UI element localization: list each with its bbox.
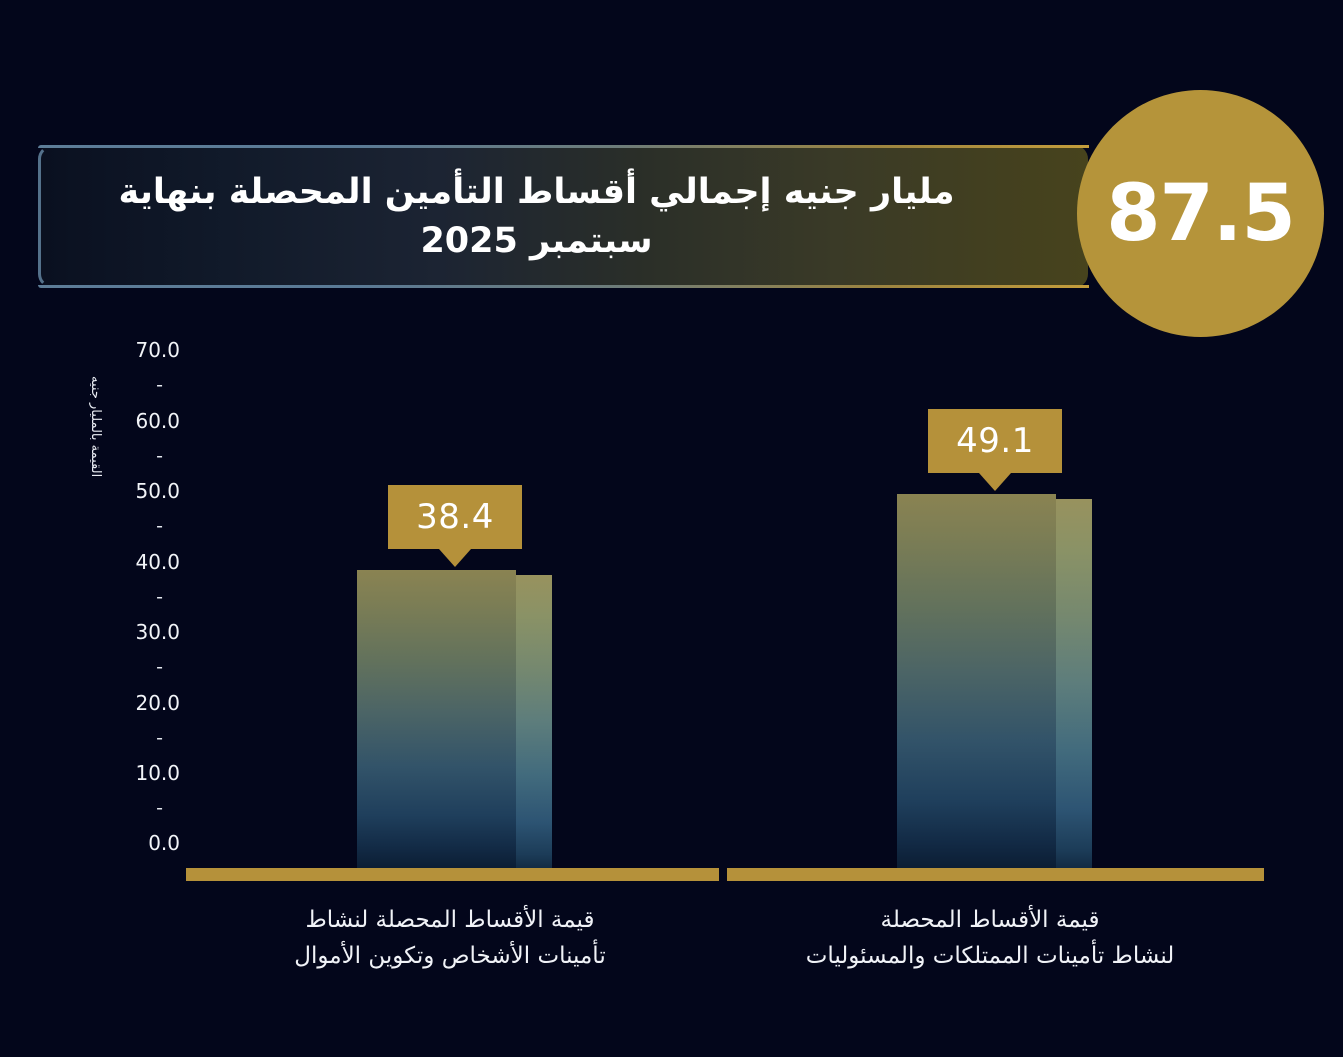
category-label-left-line-2: تأمينات الأشخاص وتكوين الأموال xyxy=(294,942,606,969)
y-axis-tick-labels: 70.0 - 60.0 - 50.0 - 40.0 - 30.0 - 20.0 … xyxy=(108,330,180,870)
y-tick-0: 0.0 xyxy=(148,831,180,855)
bar-right-face xyxy=(897,494,1056,869)
bar-right-value: 49.1 xyxy=(956,421,1034,461)
y-tick-minor-35: - xyxy=(156,586,163,608)
title-line-2: سبتمبر 2025 xyxy=(420,220,653,261)
y-tick-minor-55: - xyxy=(156,445,163,467)
y-tick-70: 70.0 xyxy=(135,338,180,362)
y-tick-40: 40.0 xyxy=(135,550,180,574)
bar-left-face xyxy=(357,570,516,869)
y-tick-minor-45: - xyxy=(156,515,163,537)
axis-baseline-right xyxy=(727,868,1264,881)
y-tick-30: 30.0 xyxy=(135,620,180,644)
category-label-right: قيمة الأقساط المحصلة لنشاط تأمينات الممت… xyxy=(740,903,1240,974)
y-tick-minor-5: - xyxy=(156,797,163,819)
bar-left-value: 38.4 xyxy=(416,497,494,537)
bar-right-value-callout: 49.1 xyxy=(928,409,1062,473)
bar-left xyxy=(357,570,552,869)
y-tick-60: 60.0 xyxy=(135,409,180,433)
y-tick-minor-25: - xyxy=(156,656,163,678)
bar-right-callout-pointer xyxy=(979,473,1011,491)
title-banner: مليار جنيه إجمالي أقساط التأمين المحصلة … xyxy=(38,145,1089,288)
y-axis-title: القيمة بالمليار جنيه xyxy=(88,376,103,478)
category-label-right-line-2: لنشاط تأمينات الممتلكات والمسئوليات xyxy=(805,942,1175,969)
bar-right-side-face xyxy=(1056,499,1092,869)
total-badge: 87.5 xyxy=(1077,90,1324,337)
y-tick-10: 10.0 xyxy=(135,761,180,785)
category-label-left: قيمة الأقساط المحصلة لنشاط تأمينات الأشخ… xyxy=(200,903,700,974)
title-line-1: مليار جنيه إجمالي أقساط التأمين المحصلة … xyxy=(118,172,955,213)
category-label-right-line-1: قيمة الأقساط المحصلة xyxy=(880,907,1100,933)
total-badge-value: 87.5 xyxy=(1106,168,1295,259)
bar-left-side-face xyxy=(516,575,552,869)
bar-left-value-callout: 38.4 xyxy=(388,485,522,549)
y-tick-50: 50.0 xyxy=(135,479,180,503)
y-tick-20: 20.0 xyxy=(135,691,180,715)
axis-baseline-left xyxy=(186,868,719,881)
bar-right xyxy=(897,494,1092,869)
page-title: مليار جنيه إجمالي أقساط التأمين المحصلة … xyxy=(41,148,1088,285)
y-tick-minor-65: - xyxy=(156,374,163,396)
bar-left-callout-pointer xyxy=(439,549,471,567)
category-label-left-line-1: قيمة الأقساط المحصلة لنشاط xyxy=(305,907,595,933)
y-tick-minor-15: - xyxy=(156,727,163,749)
